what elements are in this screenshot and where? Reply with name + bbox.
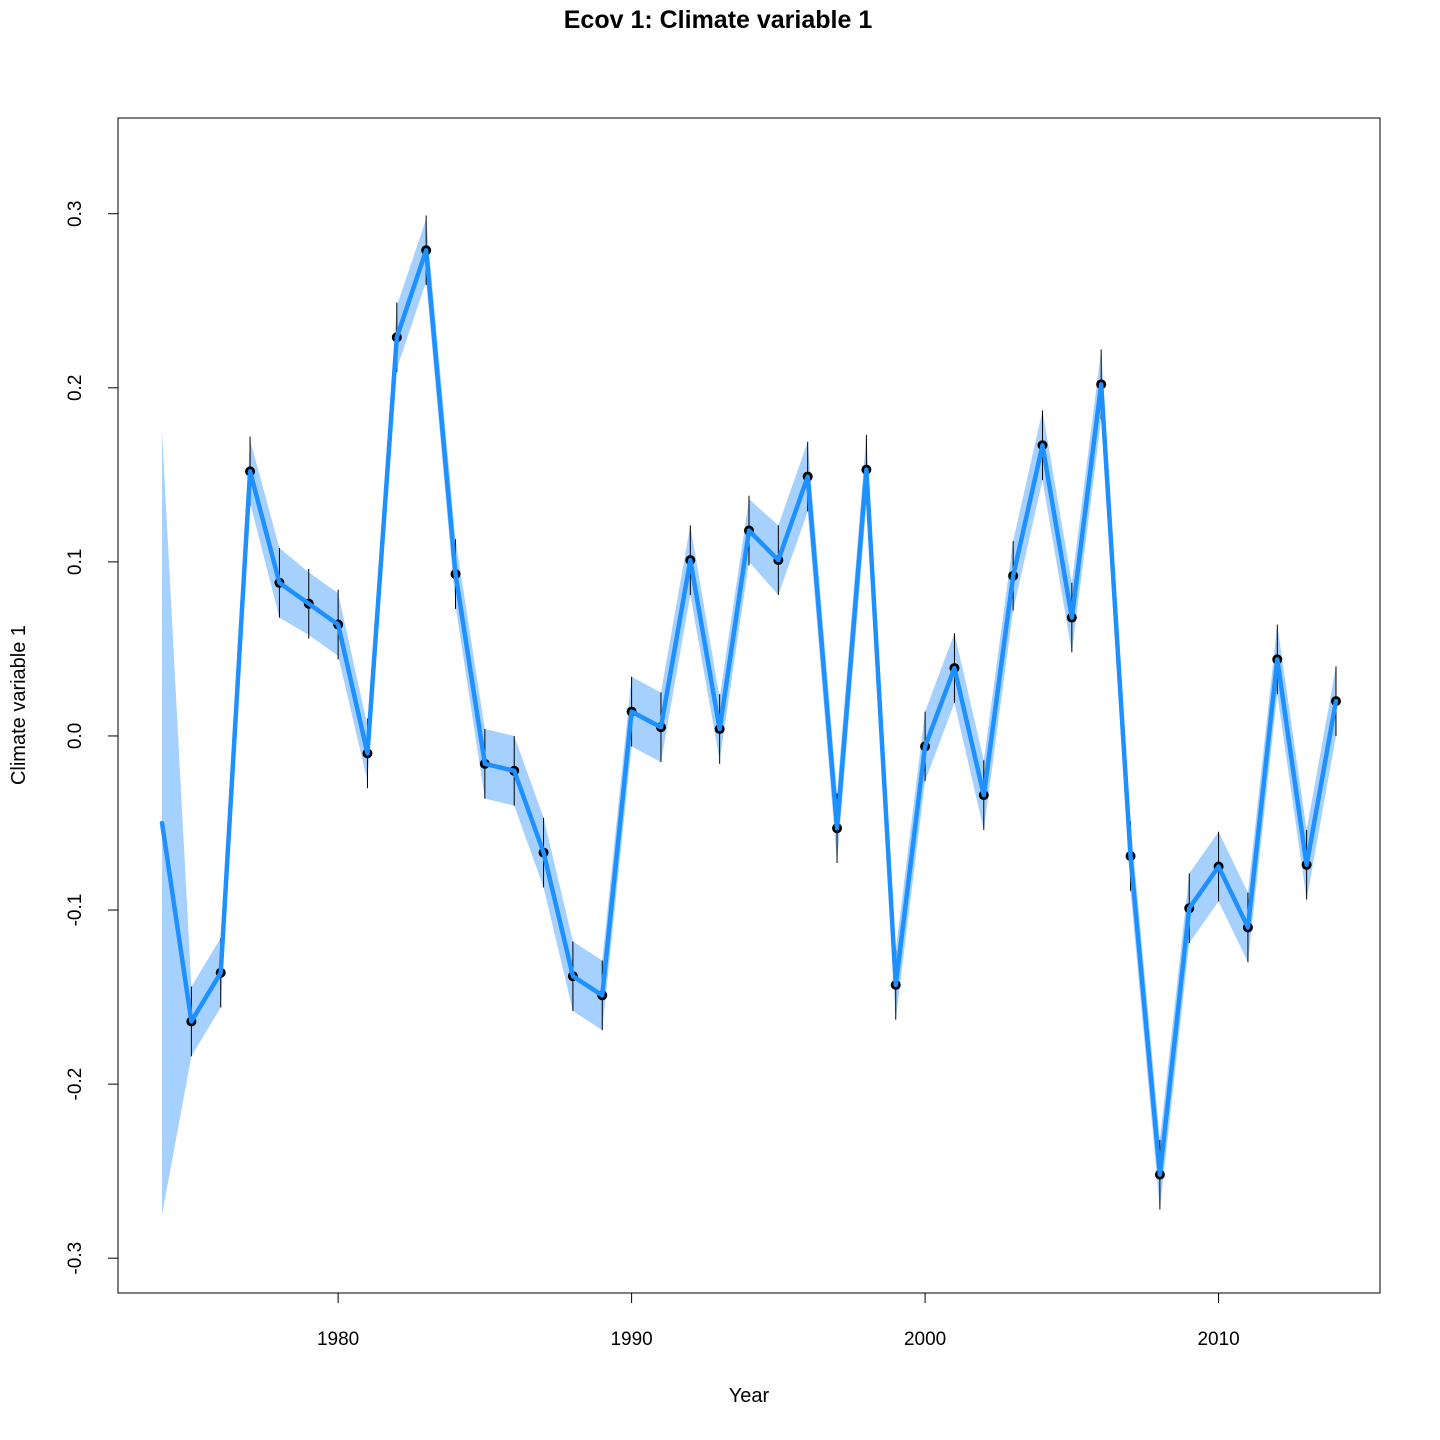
y-tick-label: -0.2 — [65, 1068, 86, 1101]
x-tick-label: 1990 — [610, 1329, 652, 1350]
x-tick-label: 1980 — [317, 1329, 359, 1350]
y-axis-label: Climate variable 1 — [8, 625, 30, 785]
y-tick-label: 0.3 — [65, 201, 86, 227]
y-tick-label: 0.0 — [65, 723, 86, 749]
plot-frame — [117, 117, 1381, 1294]
y-tick-label: -0.3 — [65, 1242, 86, 1275]
chart-title: Ecov 1: Climate variable 1 — [564, 6, 873, 34]
y-tick-label: 0.1 — [65, 549, 86, 575]
y-tick-label: -0.1 — [65, 894, 86, 927]
y-axis: -0.3 -0.2 -0.1 0.0 0.1 0.2 0.3 — [65, 201, 119, 1275]
confidence-band — [162, 218, 1336, 1215]
x-axis: 1980 1990 2000 2010 — [317, 1292, 1240, 1350]
x-axis-label: Year — [729, 1385, 770, 1407]
y-tick-label: 0.2 — [65, 375, 86, 401]
x-tick-label: 2010 — [1197, 1329, 1239, 1350]
plot-area — [159, 215, 1341, 1215]
x-tick-label: 2000 — [904, 1329, 946, 1350]
series-line — [159, 248, 1339, 1177]
